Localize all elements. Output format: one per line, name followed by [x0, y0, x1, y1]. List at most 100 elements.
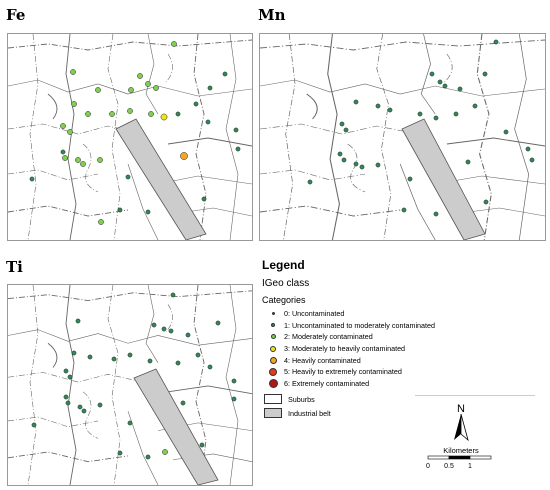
sample-site-1	[111, 356, 117, 362]
sample-site-1	[87, 354, 93, 360]
legend-dot-icon	[269, 356, 277, 364]
sample-site-1	[233, 127, 239, 133]
suburb-boundary	[399, 163, 436, 240]
sample-site-1	[437, 79, 443, 85]
road-network	[8, 285, 252, 485]
legend-category-1: 1: Uncontaminated to moderately contamin…	[262, 320, 547, 332]
scale-seg-3	[469, 455, 492, 460]
legend-category-symbol	[262, 356, 284, 364]
sample-site-2	[98, 219, 104, 225]
sample-site-1	[161, 326, 167, 332]
map-ti	[8, 285, 252, 485]
legend-category-2: 2: Moderately contaminated	[262, 331, 547, 343]
suburb-boundary	[107, 34, 121, 240]
sample-site-2	[95, 87, 101, 93]
suburb-boundary	[165, 304, 173, 332]
map-mn	[260, 34, 545, 240]
sample-site-1	[207, 364, 213, 370]
industrial-label: Industrial belt	[288, 408, 331, 418]
suburb-boundary	[8, 290, 252, 301]
sample-site-1	[151, 322, 157, 328]
road-network	[8, 34, 252, 240]
sample-site-1	[353, 161, 359, 167]
sample-site-1	[525, 146, 531, 152]
sample-site-1	[63, 394, 69, 400]
legend-industrial: Industrial belt	[262, 406, 547, 420]
legend-dot-icon	[270, 345, 276, 352]
legend-category-label: 2: Moderately contaminated	[284, 332, 373, 342]
suburb-boundary	[127, 411, 159, 485]
sample-site-4	[180, 152, 188, 160]
sample-site-1	[71, 350, 77, 356]
panel-title-ti: Ti	[6, 258, 23, 276]
suburb-boundary	[260, 123, 418, 135]
sample-site-1	[180, 400, 186, 406]
sample-site-1	[457, 86, 463, 92]
suburb-boundary	[420, 34, 436, 115]
suburb-boundary	[193, 34, 207, 240]
sample-site-1	[65, 400, 71, 406]
sample-site-2	[85, 111, 91, 117]
legend-category-symbol	[262, 312, 284, 316]
sample-site-2	[145, 81, 151, 87]
legend: Legend IGeo class Categories 0: Uncontam…	[262, 258, 547, 420]
sample-site-1	[127, 420, 133, 426]
map-panel-fe	[7, 33, 253, 241]
sample-site-1	[343, 127, 349, 133]
suburb-boundary	[225, 285, 239, 485]
sample-site-1	[60, 149, 66, 155]
sample-site-1	[77, 404, 83, 410]
sample-site-1	[175, 111, 181, 117]
suburb-boundary	[306, 93, 318, 120]
legend-subtitle: IGeo class	[262, 278, 310, 289]
sample-site-1	[185, 332, 191, 338]
suburb-boundary	[82, 143, 99, 193]
sample-site-1	[175, 360, 181, 366]
suburb-boundary	[8, 39, 252, 51]
legend-category-3: 3: Moderately to heavily contaminated	[262, 343, 547, 355]
suburb-boundary	[327, 34, 340, 240]
panel-title-mn: Mn	[258, 6, 286, 24]
suburb-boundary	[165, 53, 173, 83]
scale-top-rule	[415, 395, 535, 396]
sample-site-1	[145, 209, 151, 215]
sample-site-2	[109, 111, 115, 117]
sample-site-1	[493, 39, 499, 45]
legend-category-label: 6: Extremely contaminated	[284, 378, 370, 388]
map-panel-ti	[7, 284, 253, 486]
panel-title-fe: Fe	[6, 6, 26, 24]
sample-site-1	[375, 162, 381, 168]
legend-category-4: 4: Heavily contaminated	[262, 354, 547, 366]
suburb-boundary	[225, 34, 239, 240]
road-network	[260, 34, 545, 240]
suburb-boundary	[8, 205, 129, 217]
legend-category-label: 3: Moderately to heavily contaminated	[284, 344, 406, 354]
suburb-boundary	[167, 385, 252, 395]
suburb-boundary	[260, 169, 366, 181]
industrial-belt	[401, 118, 486, 240]
legend-category-0: 0: Uncontaminated	[262, 308, 547, 320]
sample-site-1	[442, 83, 448, 89]
suburb-boundary	[127, 163, 159, 240]
sample-site-1	[201, 196, 207, 202]
north-arrow-scale: N Kilometers 0 0.5 1	[426, 403, 492, 470]
suburb-boundary	[47, 93, 58, 120]
legend-dot-icon	[271, 323, 275, 328]
sample-site-1	[429, 71, 435, 77]
scale-tick-1: 0.5	[444, 463, 454, 470]
sample-site-2	[162, 449, 168, 455]
suburb-boundary	[145, 34, 159, 115]
suburb-boundary	[8, 169, 99, 181]
sample-site-2	[60, 123, 66, 129]
sample-site-1	[482, 71, 488, 77]
sample-site-1	[117, 450, 123, 456]
sample-site-3	[160, 113, 168, 121]
sample-site-2	[171, 41, 177, 47]
sample-site-2	[153, 85, 159, 91]
sample-site-1	[125, 174, 131, 180]
suburb-boundary	[8, 416, 99, 428]
legend-dot-icon	[269, 367, 277, 376]
sample-site-1	[465, 159, 471, 165]
sample-site-1	[341, 157, 347, 163]
suburb-boundary	[65, 285, 77, 485]
